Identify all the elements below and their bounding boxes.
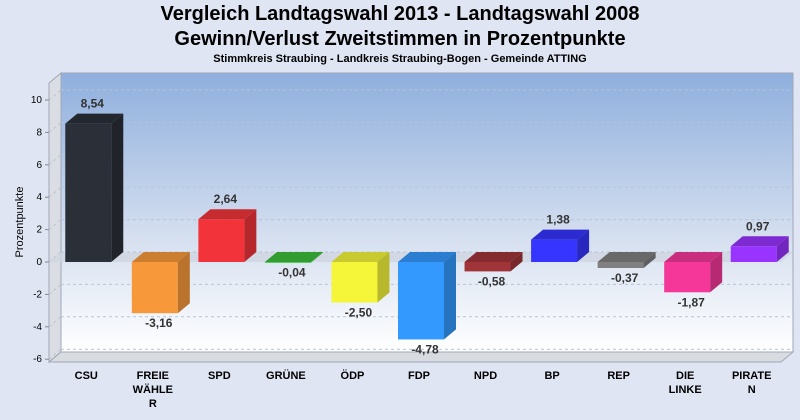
x-tick-label: WÄHLE [133,383,173,396]
chart-region-subtitle: Stimmkreis Straubing - Landkreis Straubi… [213,53,587,65]
bar-front [131,262,178,314]
bar-side [310,252,323,263]
x-tick-label: LINKE [669,384,702,396]
x-tick-label: PIRATE [732,370,772,382]
bar-side [444,252,456,340]
y-tick-label: 0 [36,257,42,268]
bar-top [398,252,456,262]
bar-side [643,252,656,268]
y-tick-label: -6 [33,354,42,365]
gridline-side [48,316,62,328]
bar-front [464,262,511,272]
bar-front [597,262,644,268]
bar-front [531,239,578,262]
data-label: -2,50 [345,306,373,320]
x-tick-label: BP [544,370,559,382]
gridline-side [48,122,62,133]
y-tick-label: 6 [36,160,42,171]
bar-top [331,252,390,262]
bar-side [577,229,590,262]
data-label: -0,37 [611,271,639,285]
gridline-side [48,348,62,360]
y-tick-label: 4 [36,192,42,203]
bar-die-linke[interactable] [664,252,723,293]
bar-top [65,113,124,124]
bar-top [531,229,590,240]
bar-front [730,246,777,262]
data-label: -1,87 [678,295,706,309]
y-tick-label: -2 [33,289,42,300]
bar-freie-wähler[interactable] [131,252,190,314]
bar-top [730,236,789,247]
gridline-side [48,251,62,263]
x-tick-label: N [748,384,756,396]
x-tick-label: GRÜNE [266,369,306,382]
y-axis-label: Prozentpunkte [14,187,26,258]
bar-side [377,252,390,303]
gridline-side [48,89,62,101]
x-tick-label: SPD [208,370,231,382]
bar-top [198,209,257,220]
gridline-side [48,284,62,295]
bar-side [177,252,190,314]
plot-floor [47,351,795,363]
bar-grüne[interactable] [264,252,323,263]
bar-front [398,262,444,340]
gridline-side [48,154,62,166]
data-label: 2,64 [214,192,238,206]
bar-top [464,252,523,262]
x-tick-label: REP [607,370,630,382]
x-tick-label: ÖDP [341,369,365,382]
bar-front [198,219,245,262]
bar-top [131,252,190,262]
chart-title: Vergleich Landtagswahl 2013 - Landtagswa… [160,3,640,25]
bar-ödp[interactable] [331,252,390,303]
bar-csu[interactable] [65,113,124,262]
y-tick-label: 10 [31,95,43,106]
x-tick-label: FDP [408,370,430,382]
bar-bp[interactable] [531,229,590,262]
gridline-side [48,219,62,230]
bar-front [664,262,711,293]
bar-rep[interactable] [597,252,656,268]
bar-front [331,262,378,303]
gridline-side [48,186,62,198]
bar-top [264,252,323,262]
bar-top [597,252,656,262]
data-label: -0,58 [478,274,506,288]
data-label: -0,04 [278,266,306,280]
bar-front [65,123,112,262]
chart-subtitle: Gewinn/Verlust Zweitstimmen in Prozentpu… [174,28,626,50]
x-tick-label: DIE [676,370,694,382]
bar-side [510,252,523,272]
data-label: 8,54 [81,97,105,111]
bar-front [264,262,311,263]
bar-piraten[interactable] [730,236,789,262]
x-tick-label: R [149,398,157,410]
data-label: 1,38 [546,213,570,227]
bar-npd[interactable] [464,252,523,272]
bar-spd[interactable] [198,209,257,262]
x-tick-label: NPD [474,370,497,382]
data-label: -3,16 [145,316,173,330]
data-label: 0,97 [746,219,770,233]
x-tick-label: CSU [75,370,98,382]
bar-top [664,252,723,262]
y-tick-label: -4 [33,322,42,333]
bar-side [244,209,257,262]
bar-side [710,252,723,293]
bar-side [776,236,789,262]
y-tick-label: 8 [36,127,42,138]
x-tick-label: FREIE [137,370,169,382]
bar-fdp[interactable] [398,252,456,340]
y-tick-label: 2 [36,225,42,236]
bar-side [111,113,124,262]
data-label: -4,78 [411,342,439,356]
